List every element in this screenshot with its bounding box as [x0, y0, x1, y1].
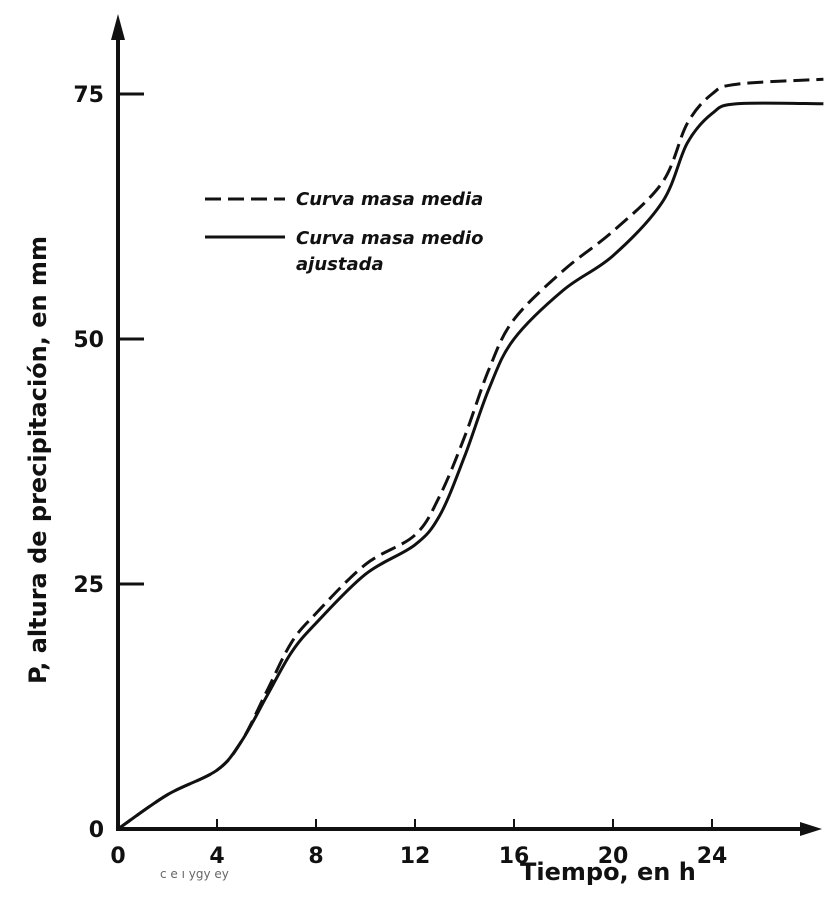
x-tick-label: 8	[308, 844, 323, 869]
x-tick-label: 12	[400, 844, 431, 869]
series-group	[117, 77, 824, 831]
x-tick-label: 24	[697, 844, 728, 869]
y-tick-label: 25	[73, 573, 104, 598]
legend: Curva masa media Curva masa medio ajusta…	[205, 189, 483, 275]
legend-label-solid-line2: ajustada	[296, 254, 384, 275]
legend-label-solid-line1: Curva masa medio	[296, 228, 483, 249]
y-tick-label: 75	[73, 83, 104, 108]
x-ticks: 0 4 8 12 16 20 24	[110, 819, 727, 869]
y-tick-label: 0	[89, 818, 104, 843]
x-axis-arrow	[800, 822, 822, 836]
axes	[111, 14, 822, 836]
x-axis-title: Tiempo, en h	[520, 858, 696, 886]
x-tick-label: 20	[598, 844, 629, 869]
y-axis-title: P, altura de precipitación, en mm	[24, 236, 52, 684]
x-tick-label: 16	[499, 844, 530, 869]
x-tick-label: 4	[209, 844, 224, 869]
caption-noise: c e ı ygy ey	[160, 867, 229, 881]
x-tick-label: 0	[110, 844, 125, 869]
y-axis-arrow	[111, 14, 125, 40]
series-line-curva-masa-ajustada	[117, 101, 824, 831]
y-ticks: 0 25 50 75	[73, 83, 144, 843]
y-tick-label: 50	[73, 328, 104, 353]
legend-label-dashed: Curva masa media	[296, 189, 483, 210]
